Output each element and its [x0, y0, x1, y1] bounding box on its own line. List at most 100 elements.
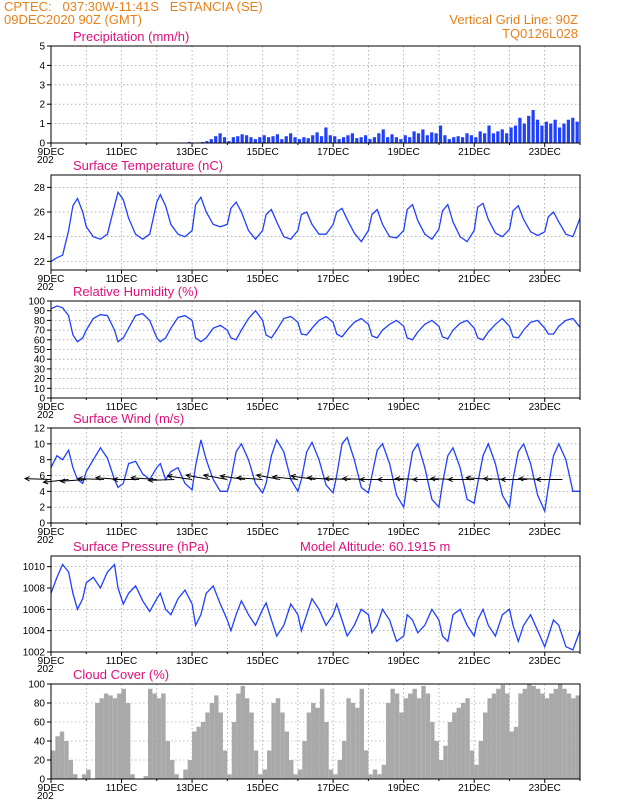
x-tick-label: 17DEC [317, 147, 349, 158]
precip-bar [500, 129, 504, 143]
cloud-bar [487, 698, 492, 779]
precip-bar [566, 119, 570, 143]
y-tick-label: 1010 [23, 562, 46, 573]
wind-arrowhead [376, 476, 383, 483]
wind-arrowhead [23, 476, 30, 482]
cloud-bar [509, 731, 514, 779]
y-tick-label: 1008 [23, 584, 46, 595]
wind-arrow [60, 479, 87, 482]
year-fragment: 202 [37, 410, 54, 421]
wind-arrowhead [147, 477, 154, 483]
year-fragment: 202 [37, 791, 54, 800]
cloud-bar [240, 685, 245, 779]
year-fragment: 202 [37, 535, 54, 546]
precip-bar [540, 125, 544, 143]
cloud-bar [540, 693, 545, 779]
y-tick-label: 28 [34, 183, 46, 194]
x-tick-label: 19DEC [388, 527, 420, 538]
wind-arrow [324, 478, 351, 480]
precip-bar [403, 135, 407, 143]
x-tick-label: 9DEC [38, 656, 65, 667]
cloud-bar [456, 707, 461, 779]
precip-bar [311, 135, 315, 143]
wind-arrowhead [184, 473, 192, 479]
precip-bar [478, 131, 482, 143]
cloud-bar [86, 769, 91, 779]
wind-arrowhead [94, 475, 101, 481]
x-tick-label: 15DEC [246, 527, 278, 538]
cloud-bar [535, 688, 541, 779]
cloud-bar [527, 684, 532, 779]
cloud-bar [447, 722, 453, 779]
wind-arrowhead [42, 479, 49, 485]
x-tick-label: 15DEC [246, 274, 278, 285]
x-tick-label: 21DEC [458, 402, 490, 413]
precip-bar [284, 136, 288, 143]
cloud-bar [377, 774, 382, 779]
rh-title: Relative Humidity (%) [73, 284, 198, 299]
cloud-bar [236, 693, 241, 779]
temp-title: Surface Temperature (nC) [73, 158, 223, 173]
precip-bar [333, 136, 337, 143]
wind-arrowhead [465, 475, 472, 481]
wind-arrowhead [235, 475, 242, 481]
precip-bar [425, 135, 429, 143]
wind-arrowhead [255, 473, 262, 479]
precip-bar [253, 139, 257, 143]
y-tick-label: 0 [39, 139, 45, 150]
cloud-bar [443, 745, 448, 779]
cloud-bar [452, 712, 457, 779]
precip-bar [535, 119, 540, 143]
x-tick-label: 9DEC [38, 274, 65, 285]
precip-bar [452, 137, 456, 143]
y-tick-label: 0 [39, 519, 45, 530]
x-tick-label: 9DEC [38, 147, 65, 158]
precip-bar [456, 136, 460, 143]
cloud-bar [165, 741, 171, 779]
cloud-bar [214, 695, 219, 779]
precip-bar [222, 137, 227, 143]
cloud-bar [337, 760, 342, 779]
cloud-bar [460, 703, 466, 779]
cloud-bar [544, 698, 550, 779]
precip-bar [416, 133, 421, 143]
cloud-bar [571, 698, 576, 779]
precip-bar [355, 138, 359, 143]
wind-arrowhead [130, 475, 136, 481]
cloud-bar [183, 769, 188, 779]
cloud-bar [267, 750, 272, 779]
cloud-bar [218, 712, 223, 779]
y-tick-label: 40 [34, 355, 46, 366]
temp-series-line [50, 190, 581, 262]
cloud-bar [363, 750, 369, 779]
cloud-bar [518, 693, 523, 779]
y-tick-label: 5 [39, 42, 45, 53]
cloud-bar [59, 731, 65, 779]
cloud-bar [381, 764, 387, 779]
cloud-bar [284, 731, 290, 779]
cloud-bar [408, 693, 413, 779]
precip-bar [430, 132, 434, 143]
wind-title: Surface Wind (m/s) [73, 411, 184, 426]
cloud-bar [302, 741, 307, 779]
wind-arrow [236, 477, 263, 480]
precip-bar [249, 137, 253, 143]
cloud-bar [394, 693, 400, 779]
precip-bar [275, 134, 280, 143]
y-tick-label: 10 [34, 384, 46, 395]
wind-arrowhead [306, 475, 313, 481]
y-tick-label: 24 [34, 232, 46, 243]
cloud-bar [275, 698, 281, 779]
cloud-bar [425, 693, 431, 779]
x-tick-label: 17DEC [317, 527, 349, 538]
cloud-bar [355, 707, 360, 779]
precip-bar [368, 139, 372, 143]
x-tick-label: 15DEC [246, 147, 278, 158]
cloud-bar [73, 774, 78, 779]
x-tick-label: 9DEC [38, 527, 65, 538]
header-left-line2: 09DEC2020 90Z (GMT) [4, 12, 142, 27]
wind-arrowhead [394, 476, 401, 482]
cloud-bar [430, 722, 435, 779]
x-tick-label: 23DEC [529, 527, 561, 538]
x-tick-label: 23DEC [529, 147, 561, 158]
